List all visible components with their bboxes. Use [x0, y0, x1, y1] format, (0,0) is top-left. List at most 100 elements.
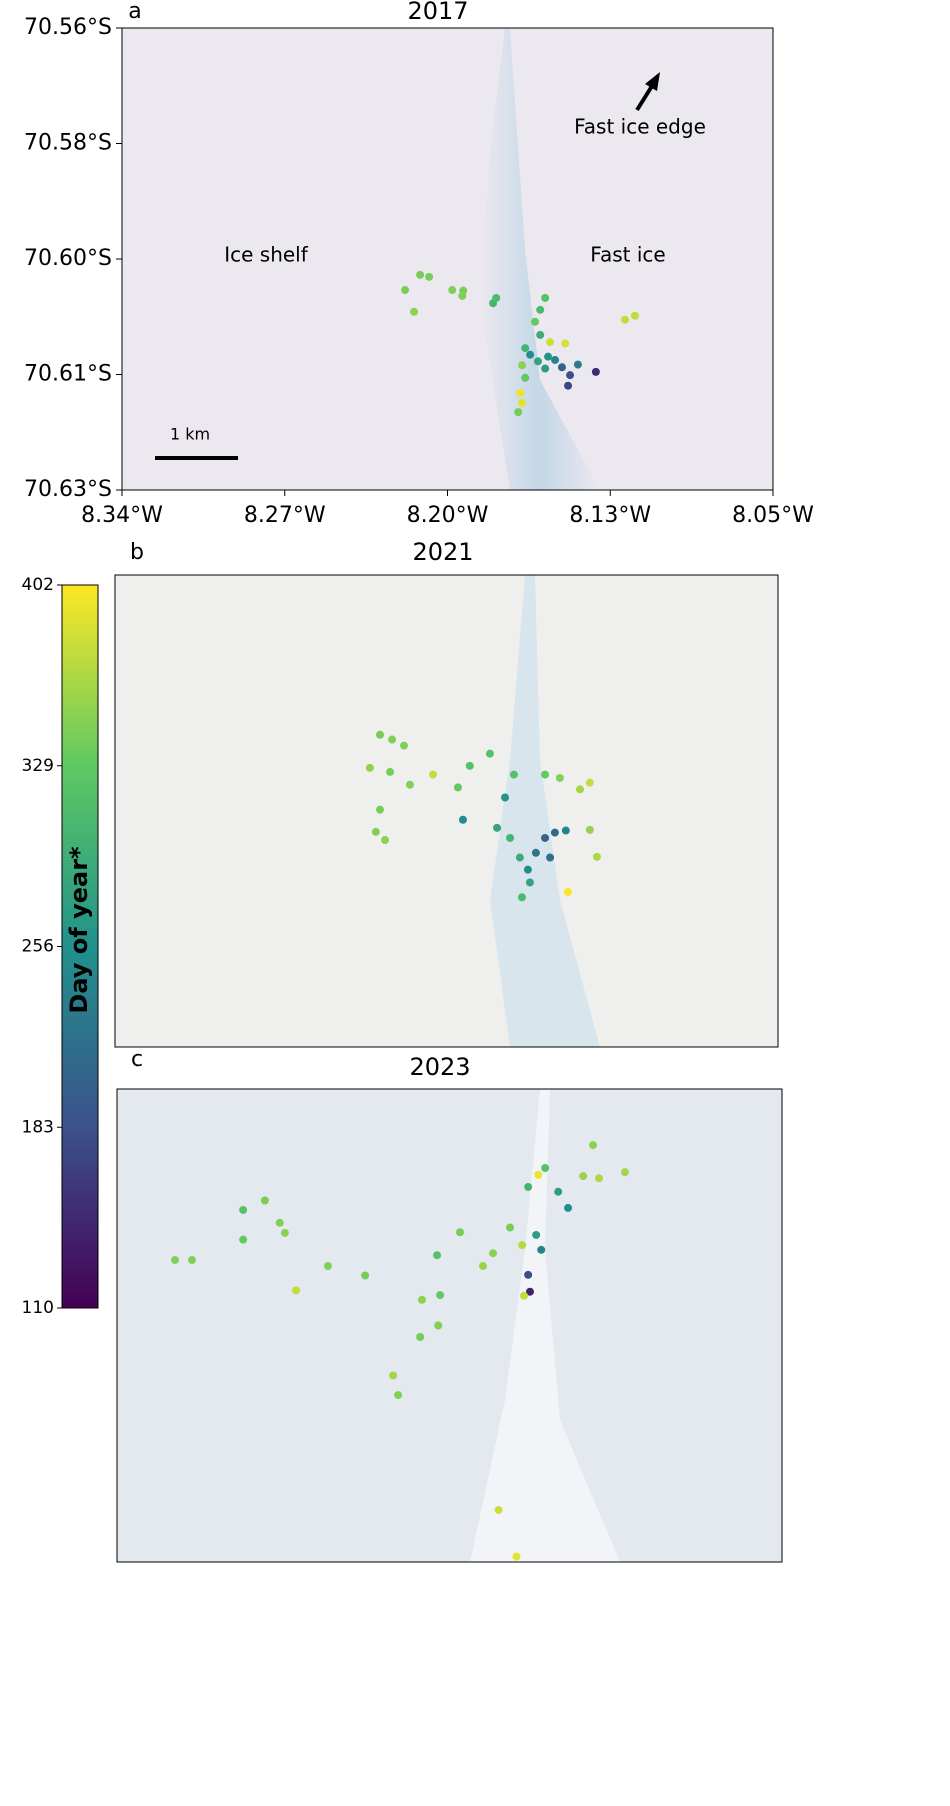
point	[521, 344, 530, 353]
colorbar-tick-label: 183	[22, 1117, 54, 1137]
point	[518, 361, 527, 370]
point	[381, 835, 390, 844]
panel-label: b	[130, 540, 144, 565]
point	[579, 1172, 588, 1181]
point	[534, 1170, 543, 1179]
point	[620, 1168, 629, 1177]
point	[433, 1251, 442, 1260]
point	[394, 1391, 403, 1400]
point	[493, 823, 502, 832]
point	[550, 828, 559, 837]
map-a	[122, 28, 773, 490]
point	[536, 305, 545, 314]
point	[523, 865, 532, 874]
arrow-head	[645, 72, 660, 91]
point	[554, 1187, 563, 1196]
map-c	[117, 1089, 782, 1562]
point	[555, 773, 564, 782]
panel-label: a	[128, 0, 141, 24]
point	[239, 1205, 248, 1214]
point	[515, 853, 524, 862]
point	[630, 311, 639, 320]
point	[546, 338, 555, 347]
point	[589, 1141, 598, 1150]
x-tick-label: 8.13°W	[569, 503, 651, 528]
point	[416, 1332, 425, 1341]
point	[520, 1291, 529, 1300]
frame	[114, 574, 779, 1048]
colorbar-tick-label: 402	[22, 575, 54, 595]
point	[417, 1295, 426, 1304]
point	[434, 1321, 443, 1330]
point	[541, 833, 550, 842]
point	[485, 749, 494, 758]
point	[239, 1235, 248, 1244]
x-tick-label: 8.20°W	[407, 503, 489, 528]
colorbar-label: Day of year*	[65, 846, 93, 1014]
point	[561, 339, 570, 348]
y-tick-label: 70.63°S	[24, 477, 112, 502]
point	[478, 1262, 487, 1271]
point	[585, 778, 594, 787]
point	[494, 1505, 503, 1514]
annotation: Fast ice	[590, 243, 665, 267]
chart-title: 2021	[412, 538, 473, 566]
annotation: 1 km	[170, 425, 210, 444]
point	[566, 371, 575, 380]
point	[458, 291, 467, 300]
map-b	[115, 575, 778, 1047]
ice-edge	[470, 1089, 620, 1562]
y-tick-label: 70.61°S	[24, 362, 112, 387]
point	[365, 763, 374, 772]
point	[541, 293, 550, 302]
point	[585, 825, 594, 834]
point	[546, 853, 555, 862]
point	[371, 827, 380, 836]
point	[388, 735, 397, 744]
point	[564, 381, 573, 390]
point	[533, 357, 542, 366]
chart-title: 2023	[409, 1053, 470, 1081]
point	[525, 878, 534, 887]
point	[448, 286, 457, 295]
point	[401, 286, 410, 295]
point	[518, 1241, 527, 1250]
y-tick-label: 70.56°S	[24, 15, 112, 40]
point	[531, 317, 540, 326]
point	[524, 1270, 533, 1279]
y-tick-label: 70.60°S	[24, 246, 112, 271]
point	[563, 887, 572, 896]
point	[561, 826, 570, 835]
point	[595, 1174, 604, 1183]
point	[537, 1245, 546, 1254]
ice-edge	[490, 575, 600, 1047]
point	[361, 1271, 370, 1280]
point	[399, 741, 408, 750]
point	[456, 1228, 465, 1237]
point	[386, 767, 395, 776]
point	[410, 307, 419, 316]
colorbar	[61, 584, 99, 1309]
point	[521, 373, 530, 382]
point	[260, 1196, 269, 1205]
point	[187, 1255, 196, 1264]
annotation: Ice shelf	[224, 243, 309, 267]
point	[375, 805, 384, 814]
point	[506, 1223, 515, 1232]
point	[501, 793, 510, 802]
point	[557, 363, 566, 372]
point	[429, 770, 438, 779]
point	[514, 408, 523, 417]
point	[532, 1230, 541, 1239]
x-tick-label: 8.34°W	[81, 503, 163, 528]
point	[551, 355, 560, 364]
colorbar-tick-label: 110	[22, 1298, 54, 1318]
point	[405, 780, 414, 789]
x-tick-label: 8.27°W	[244, 503, 326, 528]
point	[506, 833, 515, 842]
annotation: Fast ice edge	[574, 115, 706, 139]
point	[518, 398, 527, 407]
point	[389, 1371, 398, 1380]
colorbar-tick-label: 329	[22, 756, 54, 776]
